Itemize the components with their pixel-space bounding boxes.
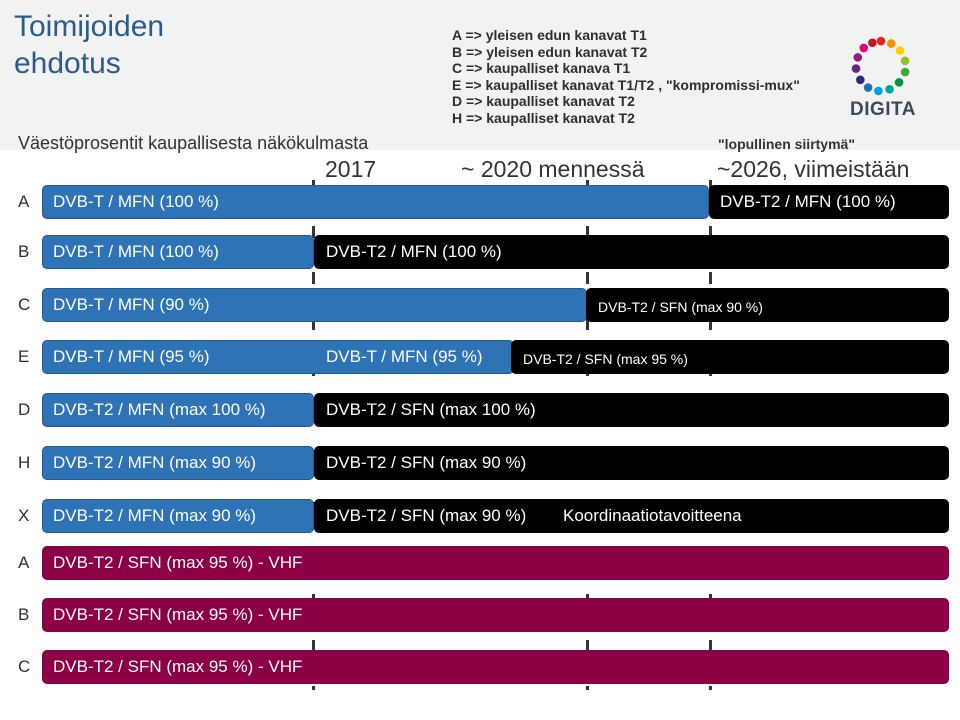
legend-item: B => yleisen edun kanavat T2 <box>452 43 648 60</box>
timeline-bar <box>314 446 949 480</box>
bar-label: DVB-T2 / MFN (100 %) <box>720 192 896 211</box>
timeline-marker-2020 <box>586 180 589 690</box>
timeline-bar <box>42 598 949 632</box>
bar-label: DVB-T / MFN (90 %) <box>53 295 210 314</box>
bar-label: DVB-T2 / SFN (max 95 %) - VHF <box>53 605 303 624</box>
timeline-bar <box>42 446 314 480</box>
bar-label: DVB-T2 / MFN (max 100 %) <box>53 400 266 419</box>
timeline-bar <box>42 288 587 322</box>
timeline-bar <box>314 235 949 269</box>
bar-label: DVB-T / MFN (95 %) <box>53 347 210 366</box>
bar-label: DVB-T2 / SFN (max 90 %) <box>598 299 763 315</box>
timeline-bar <box>42 235 314 269</box>
timeline-bar <box>709 185 949 219</box>
timeline-bar <box>511 340 949 374</box>
period-2017: 2017 <box>325 156 377 182</box>
timeline-bar <box>42 546 949 580</box>
row-label: B <box>18 605 30 624</box>
bar-label: DVB-T2 / SFN (max 90 %) <box>326 453 527 472</box>
legend: A => yleisen edun kanavat T1 B => yleise… <box>452 27 800 127</box>
page-title-line2: ehdotus <box>14 47 121 80</box>
bar-label: DVB-T2 / MFN (100 %) <box>326 242 502 261</box>
bar-label: DVB-T2 / SFN (max 100 %) <box>326 400 536 419</box>
legend-item: D => kaupalliset kanavat T2 <box>452 93 635 110</box>
timeline-bar <box>314 393 949 427</box>
row-label: H <box>18 453 31 472</box>
legend-item: H => kaupalliset kanavat T2 <box>452 109 635 126</box>
bar-label: Koordinaatiotavoitteena <box>563 506 742 525</box>
bar-label: DVB-T / MFN (100 %) <box>53 192 219 211</box>
timeline-bar <box>42 185 709 219</box>
bar-label: DVB-T / MFN (100 %) <box>53 242 219 261</box>
period-2026: ~2026, viimeistään <box>717 156 910 182</box>
timeline-bar <box>42 499 314 533</box>
row-label: C <box>18 295 31 314</box>
timeline-marker-2026 <box>709 180 712 690</box>
timeline-bar <box>42 340 514 374</box>
timeline-bar <box>42 393 314 427</box>
row-label: E <box>18 347 30 366</box>
timeline-bar <box>586 288 949 322</box>
bar-label: DVB-T2 / SFN (max 95 %) - VHF <box>53 657 303 676</box>
row-label: X <box>18 506 30 525</box>
row-label: C <box>18 657 31 676</box>
legend-item: A => yleisen edun kanavat T1 <box>452 27 647 43</box>
page-title-line1: Toimijoiden <box>14 10 165 43</box>
bar-label: DVB-T2 / SFN (max 90 %) <box>326 506 527 525</box>
bar-label: DVB-T2 / SFN (max 95 %) <box>523 351 688 367</box>
legend-item: C => kaupalliset kanava T1 <box>452 60 631 77</box>
row-label: A <box>18 553 30 572</box>
logo-text: DIGITA <box>850 99 916 120</box>
bar-label: DVB-T2 / SFN (max 95 %) - VHF <box>53 553 303 572</box>
bar-label: DVB-T / MFN (95 %) <box>326 347 483 366</box>
header-panel <box>0 0 960 150</box>
timeline-marker-2017 <box>312 180 315 690</box>
bar-label: DVB-T2 / MFN (max 90 %) <box>53 506 257 525</box>
row-label: A <box>18 192 30 211</box>
row-label: D <box>18 400 31 419</box>
final-transition-label: "lopullinen siirtymä" <box>718 136 855 152</box>
row-label: B <box>18 242 30 261</box>
digita-logo-icon <box>851 36 910 96</box>
period-2020: ~ 2020 mennessä <box>461 156 645 182</box>
legend-item: E => kaupalliset kanavat T1/T2 , "kompro… <box>452 76 800 93</box>
timeline-bar <box>42 650 949 684</box>
bar-label: DVB-T2 / MFN (max 90 %) <box>53 453 257 472</box>
timeline-bar <box>314 499 949 533</box>
subtitle: Väestöprosentit kaupallisesta näkökulmas… <box>18 133 369 153</box>
